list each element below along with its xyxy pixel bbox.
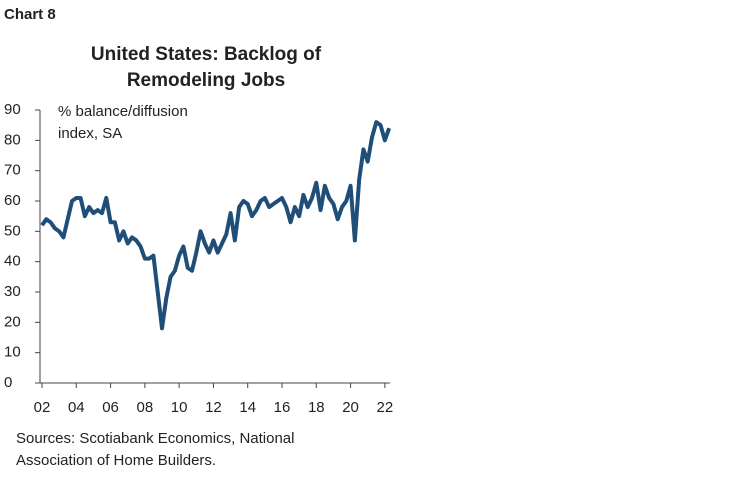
y-tick-label: 40 <box>4 253 21 270</box>
x-tick-label: 14 <box>239 399 256 416</box>
x-tick-label: 12 <box>205 399 222 416</box>
x-tick-label: 22 <box>377 399 394 416</box>
x-tick-label: 18 <box>308 399 325 416</box>
x-tick-label: 10 <box>171 399 188 416</box>
y-axis-label: % balance/diffusion index, SA <box>58 103 188 142</box>
y-tick-label: 30 <box>4 283 21 300</box>
y-tick-label: 80 <box>4 131 21 148</box>
y-tick-label: 60 <box>4 192 21 209</box>
x-tick-label: 04 <box>68 399 85 416</box>
y-tick-label: 20 <box>4 313 21 330</box>
x-tick-label: 20 <box>342 399 359 416</box>
y-tick-label: 50 <box>4 222 21 239</box>
chart-title: United States: Backlog of Remodeling Job… <box>90 44 322 91</box>
chart-label: Chart 8 <box>4 6 56 23</box>
x-tick-label: 06 <box>102 399 119 416</box>
y-tick-label: 70 <box>4 162 21 179</box>
y-tick-label: 90 <box>4 101 21 118</box>
x-tick-label: 08 <box>137 399 154 416</box>
y-tick-label: 0 <box>4 374 12 391</box>
source-note: Sources: Scotiabank Economics, National … <box>16 430 295 469</box>
data-line <box>40 120 392 331</box>
y-tick-label: 10 <box>4 344 21 361</box>
x-tick-label: 16 <box>274 399 291 416</box>
x-tick-label: 02 <box>34 399 51 416</box>
